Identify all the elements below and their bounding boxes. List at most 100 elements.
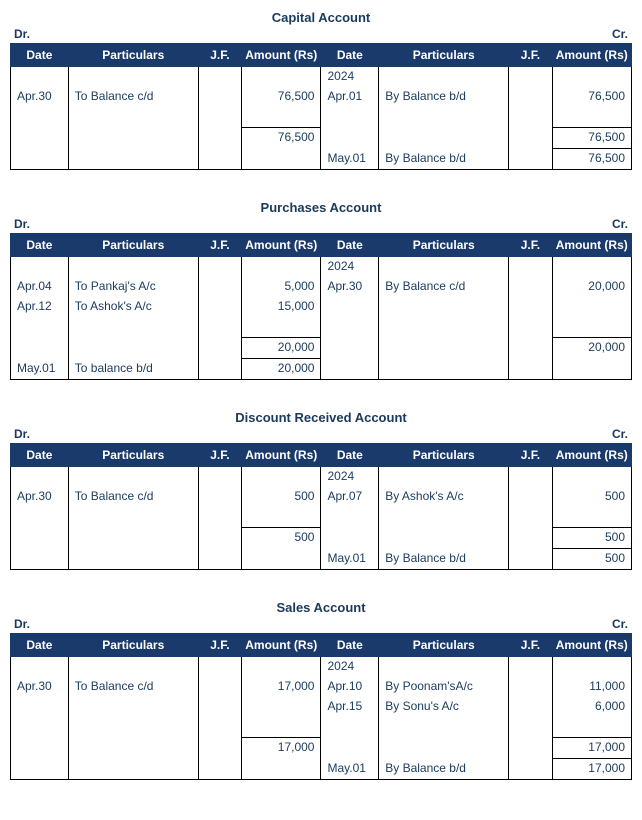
cr-post-part: By Balance b/d (379, 149, 509, 170)
sales-ledger-table: Date Particulars J.F. Amount (Rs) Date P… (10, 633, 632, 780)
cr-date: Apr.01 (321, 87, 379, 107)
dr-date: Apr.30 (11, 677, 69, 697)
account-title: Capital Account (10, 10, 632, 25)
table-row (11, 717, 632, 738)
cr-post-date: May.01 (321, 759, 379, 780)
table-row: May.01 By Balance b/d 76,500 (11, 149, 632, 170)
cr-subtotal: 500 (552, 528, 631, 549)
dr-part: To Balance c/d (68, 87, 198, 107)
discount-ledger-table: Date Particulars J.F. Amount (Rs) Date P… (10, 443, 632, 570)
table-row: Apr.30 To Balance c/d 500 Apr.07 By Asho… (11, 487, 632, 507)
dr-part: To Balance c/d (68, 677, 198, 697)
table-row: Apr.30 To Balance c/d 17,000 Apr.10 By P… (11, 677, 632, 697)
table-row: 2024 (11, 467, 632, 488)
dr-part: To Balance c/d (68, 487, 198, 507)
cr-part: By Balance c/d (379, 277, 509, 297)
dr-amt: 500 (242, 487, 321, 507)
dr-date: Apr.12 (11, 297, 69, 317)
dr-amt: 15,000 (242, 297, 321, 317)
dr-date: Apr.30 (11, 487, 69, 507)
dr-post-date: May.01 (11, 359, 69, 380)
cr-amt: 20,000 (552, 277, 631, 297)
table-row: May.01 By Balance b/d 17,000 (11, 759, 632, 780)
table-row: Apr.15 By Sonu's A/c 6,000 (11, 697, 632, 717)
dr-subtotal: 17,000 (242, 738, 321, 759)
sales-account: Sales Account Dr. Cr. Date Particulars J… (10, 600, 632, 780)
cr-date: Apr.10 (321, 677, 379, 697)
dr-label: Dr. (14, 427, 30, 441)
dr-label: Dr. (14, 27, 30, 41)
dr-amt: 5,000 (242, 277, 321, 297)
cr-year: 2024 (321, 467, 379, 488)
dr-cr-labels: Dr. Cr. (10, 427, 632, 443)
subtotal-row: 17,000 17,000 (11, 738, 632, 759)
cr-amt: 76,500 (552, 87, 631, 107)
capital-account: Capital Account Dr. Cr. Date Particulars… (10, 10, 632, 170)
cr-label: Cr. (612, 217, 628, 231)
dr-cr-labels: Dr. Cr. (10, 617, 632, 633)
account-title: Purchases Account (10, 200, 632, 215)
account-title: Discount Received Account (10, 410, 632, 425)
header-row: Date Particulars J.F. Amount (Rs) Date P… (11, 444, 632, 467)
dr-grand: 20,000 (242, 359, 321, 380)
hdr-date: Date (321, 44, 379, 67)
cr-year: 2024 (321, 657, 379, 678)
hdr-date: Date (11, 44, 69, 67)
table-row (11, 107, 632, 128)
dr-date: Apr.30 (11, 87, 69, 107)
dr-part: To Pankaj's A/c (68, 277, 198, 297)
table-row (11, 317, 632, 338)
cr-date: Apr.15 (321, 697, 379, 717)
hdr-jf: J.F. (198, 44, 241, 67)
header-row: Date Particulars J.F. Amount (Rs) Date P… (11, 634, 632, 657)
header-row: Date Particulars J.F. Amount (Rs) Date P… (11, 234, 632, 257)
cr-date: Apr.30 (321, 277, 379, 297)
hdr-jf: J.F. (509, 44, 552, 67)
cr-label: Cr. (612, 427, 628, 441)
cr-post-part: By Balance b/d (379, 549, 509, 570)
hdr-amount: Amount (Rs) (242, 44, 321, 67)
cr-amt: 500 (552, 487, 631, 507)
cr-post-date: May.01 (321, 149, 379, 170)
table-row (11, 507, 632, 528)
table-row: May.01 By Balance b/d 500 (11, 549, 632, 570)
dr-label: Dr. (14, 617, 30, 631)
dr-subtotal: 20,000 (242, 338, 321, 359)
table-row: 2024 (11, 67, 632, 88)
dr-subtotal: 76,500 (242, 128, 321, 149)
dr-amt: 76,500 (242, 87, 321, 107)
cr-amt: 11,000 (552, 677, 631, 697)
dr-cr-labels: Dr. Cr. (10, 217, 632, 233)
dr-post-part: To balance b/d (68, 359, 198, 380)
cr-label: Cr. (612, 617, 628, 631)
cr-post-amt: 76,500 (552, 149, 631, 170)
hdr-amount: Amount (Rs) (552, 44, 631, 67)
cr-amt: 6,000 (552, 697, 631, 717)
cr-part: By Sonu's A/c (379, 697, 509, 717)
account-title: Sales Account (10, 600, 632, 615)
dr-subtotal: 500 (242, 528, 321, 549)
dr-amt: 17,000 (242, 677, 321, 697)
cr-part: By Balance b/d (379, 87, 509, 107)
dr-label: Dr. (14, 217, 30, 231)
table-row: Apr.04 To Pankaj's A/c 5,000 Apr.30 By B… (11, 277, 632, 297)
table-row: 2024 (11, 657, 632, 678)
discount-account: Discount Received Account Dr. Cr. Date P… (10, 410, 632, 570)
subtotal-row: 20,000 20,000 (11, 338, 632, 359)
cr-year: 2024 (321, 67, 379, 88)
dr-date: Apr.04 (11, 277, 69, 297)
cr-label: Cr. (612, 27, 628, 41)
purchases-ledger-table: Date Particulars J.F. Amount (Rs) Date P… (10, 233, 632, 380)
cr-post-amt: 500 (552, 549, 631, 570)
table-row: Apr.30 To Balance c/d 76,500 Apr.01 By B… (11, 87, 632, 107)
cr-post-date: May.01 (321, 549, 379, 570)
dr-part: To Ashok's A/c (68, 297, 198, 317)
subtotal-row: 500 500 (11, 528, 632, 549)
dr-cr-labels: Dr. Cr. (10, 27, 632, 43)
subtotal-row: 76,500 76,500 (11, 128, 632, 149)
table-row: May.01 To balance b/d 20,000 (11, 359, 632, 380)
cr-part: By Poonam'sA/c (379, 677, 509, 697)
cr-subtotal: 17,000 (552, 738, 631, 759)
cr-year: 2024 (321, 257, 379, 278)
header-row: Date Particulars J.F. Amount (Rs) Date P… (11, 44, 632, 67)
